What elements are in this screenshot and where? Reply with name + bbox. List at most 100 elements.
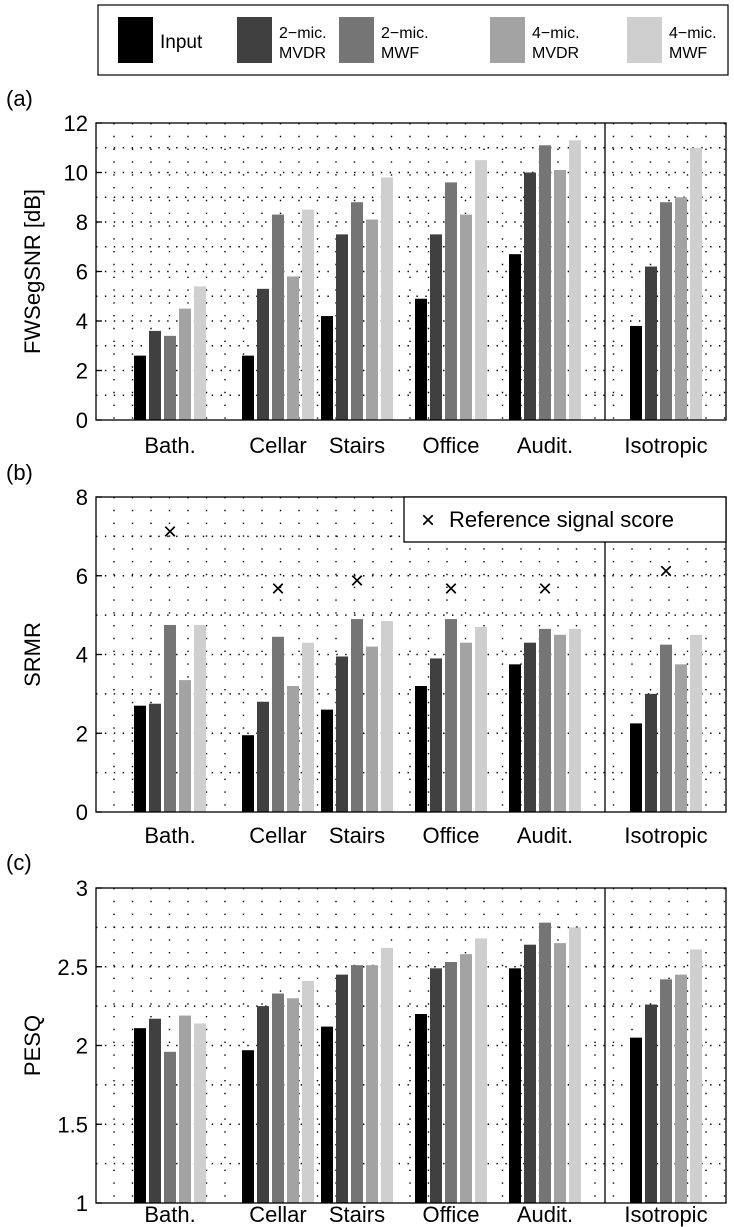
y-tick-label: 2 <box>76 721 88 746</box>
legend-label-2mic-mvdr-line2: MVDR <box>279 45 326 62</box>
bar <box>539 922 551 1203</box>
legend-label-2mic-mwf-line1: 2−mic. <box>381 25 429 42</box>
bar <box>321 1026 333 1203</box>
x-tick-label: Office <box>422 433 479 458</box>
bar <box>554 170 566 420</box>
bar <box>381 947 393 1203</box>
legend: Input 2−mic. MVDR 2−mic. MWF 4−mic. MVDR… <box>97 4 729 76</box>
bar <box>336 974 348 1203</box>
bar <box>675 974 687 1203</box>
legend-swatch-4mic-mwf <box>627 17 662 63</box>
y-tick-label: 6 <box>76 260 88 285</box>
bar <box>351 202 363 420</box>
legend-label-4mic-mwf-line1: 4−mic. <box>669 25 717 42</box>
bar <box>569 628 581 812</box>
bar <box>257 701 269 812</box>
y-axis-label: SRMR <box>20 622 45 687</box>
legend-label-2mic-mvdr-line1: 2−mic. <box>279 25 327 42</box>
x-tick-label: Audit. <box>517 1202 573 1227</box>
bar <box>460 642 472 812</box>
bar <box>475 626 487 812</box>
bar <box>302 642 314 812</box>
bar <box>445 962 457 1203</box>
bar <box>351 965 363 1203</box>
x-tick-label: Cellar <box>249 1202 306 1227</box>
bar <box>149 703 161 812</box>
legend-swatch-input <box>118 17 153 63</box>
bar <box>149 330 161 420</box>
bar <box>179 308 191 420</box>
bar <box>321 709 333 812</box>
x-tick-label: Stairs <box>329 433 385 458</box>
y-tick-label: 8 <box>76 210 88 235</box>
bar <box>675 197 687 420</box>
legend-label-4mic-mwf-line2: MWF <box>669 45 707 62</box>
y-tick-label: 1 <box>76 1191 88 1216</box>
bar <box>630 325 642 420</box>
y-tick-label: 2 <box>76 359 88 384</box>
panel-label: (a) <box>6 86 33 111</box>
bar <box>242 1050 254 1203</box>
bars <box>134 619 702 812</box>
x-tick-label: Audit. <box>517 823 573 848</box>
bar <box>257 288 269 420</box>
reference-legend-marker: × <box>421 507 435 534</box>
x-tick-label: Isotropic <box>624 433 707 458</box>
bar <box>179 1015 191 1203</box>
y-tick-label: 10 <box>64 161 88 186</box>
bar <box>460 954 472 1203</box>
panel-label: (c) <box>6 850 32 875</box>
bar <box>287 686 299 812</box>
y-tick-label: 6 <box>76 564 88 589</box>
legend-label-2mic-mwf-line2: MWF <box>381 45 419 62</box>
y-tick-label: 3 <box>76 876 88 901</box>
reference-marker: × <box>444 576 458 603</box>
bar <box>645 266 657 420</box>
y-tick-label: 0 <box>76 408 88 433</box>
reference-marker: × <box>350 568 364 595</box>
bar <box>509 968 521 1203</box>
bar <box>321 316 333 420</box>
x-tick-label: Stairs <box>329 823 385 848</box>
bar <box>690 147 702 420</box>
bar <box>242 735 254 812</box>
legend-label-input: Input <box>160 32 203 53</box>
panel-a-fwsegsnr: 0 2 4 6 8 10 12 Bath. Cellar Stairs Office Audit. Is… <box>6 86 727 458</box>
bar <box>430 968 442 1203</box>
x-tick-label: Office <box>422 823 479 848</box>
reference-legend: × Reference signal score <box>403 496 727 543</box>
bar <box>509 664 521 812</box>
reference-marker: × <box>538 576 552 603</box>
legend-swatch-2mic-mvdr <box>237 17 272 63</box>
y-axis-label: FWSegSNR [dB] <box>20 189 45 354</box>
bar <box>445 619 457 812</box>
bar <box>179 680 191 812</box>
bar <box>366 646 378 812</box>
y-tick-label: 2 <box>76 1034 88 1059</box>
bar <box>366 965 378 1203</box>
bar <box>475 160 487 420</box>
bar <box>149 1018 161 1203</box>
bar <box>430 234 442 420</box>
bar <box>554 943 566 1203</box>
bar <box>430 658 442 812</box>
y-tick-label: 12 <box>64 111 88 136</box>
bar <box>569 140 581 420</box>
x-tick-label: Isotropic <box>624 1202 707 1227</box>
bar <box>366 219 378 420</box>
reference-legend-label: Reference signal score <box>449 507 674 532</box>
bar <box>381 177 393 420</box>
bar <box>134 1028 146 1203</box>
bar <box>272 636 284 812</box>
bar <box>660 644 672 812</box>
bar <box>302 209 314 420</box>
bar <box>134 355 146 420</box>
legend-label-4mic-mvdr-line1: 4−mic. <box>532 25 580 42</box>
y-tick-label: 8 <box>76 485 88 510</box>
bars <box>134 140 702 420</box>
bar <box>257 1006 269 1203</box>
bar <box>539 145 551 420</box>
reference-legend-box <box>403 496 727 543</box>
x-tick-label: Bath. <box>144 433 195 458</box>
